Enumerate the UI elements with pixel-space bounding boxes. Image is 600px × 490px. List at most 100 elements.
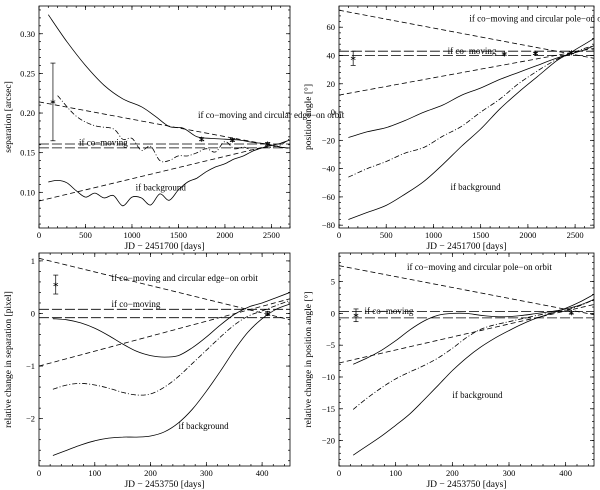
chart-panel-3-series-background-upper xyxy=(52,292,290,358)
chart-panel-3-xlabel: JD − 2453750 [days] xyxy=(124,480,204,490)
chart-panel-1-series-background-lower xyxy=(48,139,290,207)
chart-panel-1-series-circular-orbit-lower xyxy=(39,145,267,202)
chart-panel-4-data-point xyxy=(568,311,574,315)
chart-panel-2-ytick-label: −80 xyxy=(322,220,335,230)
chart-panel-2-series-background-dash-dot xyxy=(348,45,594,178)
chart-panel-1-ytick-label: 0.10 xyxy=(20,187,35,197)
chart-panel-2-ytick-label: 60 xyxy=(327,22,336,32)
chart-panel-4-series-circular-orbit-lower xyxy=(339,304,594,364)
chart-panel-4-xlabel: JD − 2453750 [days] xyxy=(426,480,506,490)
chart-panel-1-ylabel: separation [arcsec] xyxy=(4,81,14,152)
chart-panel-3-series-circular-edge-on-orbit xyxy=(39,257,290,321)
chart-panel-1-ytick-label: 0.15 xyxy=(20,148,35,158)
chart-panel-2-annotation: if co−moving xyxy=(448,46,497,56)
chart-panel-3-annotation: if co−moving xyxy=(112,299,161,309)
chart-panel-3-ytick-label: 0 xyxy=(31,308,35,318)
chart-panel-4-data-point xyxy=(353,313,359,317)
chart-panel-3-series-circular-orbit-lower xyxy=(39,298,290,367)
chart-panel-2-ytick-label: −20 xyxy=(322,135,335,145)
chart-panel-4: 0 100 200 300 400 −20 −15 −10 −5 0 5 JD − 2453750 [… xyxy=(303,252,595,490)
chart-panel-3-xtick-label: 100 xyxy=(88,468,101,478)
chart-panel-1-data-point xyxy=(265,142,271,146)
chart-panel-1-data-point xyxy=(229,138,235,142)
chart-panel-3-ytick-label: 1 xyxy=(31,256,35,266)
chart-panel-1-data-point xyxy=(199,137,205,141)
chart-panel-2-xtick-label: 2000 xyxy=(519,230,536,240)
chart-panel-4-ytick-label: −20 xyxy=(322,436,335,446)
chart-panel-4-annotation: if co−moving and circular pole−on orbit xyxy=(407,262,552,272)
chart-panel-2-data-point xyxy=(501,52,507,56)
chart-panel-1-frame xyxy=(38,5,291,229)
chart-panel-2-xtick-label: 1000 xyxy=(425,230,442,240)
chart-panel-2-data-point xyxy=(350,56,356,60)
chart-panel-1-annotation: if background xyxy=(136,183,187,193)
chart-panel-4-xtick-label: 200 xyxy=(446,468,459,478)
chart-panel-1-xtick-label: 0 xyxy=(37,230,41,240)
chart-panel-4-ytick-label: −10 xyxy=(322,372,335,382)
chart-panel-1-data-point xyxy=(50,100,56,104)
chart-panel-2-ytick-label: 20 xyxy=(327,79,336,89)
chart-panel-3-annotation: if co−moving and circular edge−on orbit xyxy=(112,273,259,283)
chart-panel-2-xtick-label: 1500 xyxy=(472,230,489,240)
chart-panel-1-series-background xyxy=(47,14,290,149)
chart-panel-2-ylabel: position angle [°] xyxy=(303,84,314,150)
chart-panel-3-series-background xyxy=(52,303,290,456)
chart-panel-3-xtick-label: 400 xyxy=(256,468,269,478)
chart-panel-3-annotation: if background xyxy=(178,421,229,431)
chart-panel-1-annotation: if co−moving xyxy=(79,138,128,148)
chart-panel-3: 0 100 200 300 400 −2 −1 0 1 JD − 2453750 [days] re… xyxy=(4,252,291,490)
chart-panel-4-series-background xyxy=(352,293,594,456)
chart-panel-4-xtick-label: 0 xyxy=(337,468,341,478)
chart-panel-1-xtick-label: 500 xyxy=(79,230,92,240)
chart-panel-2-frame xyxy=(338,5,595,229)
chart-panel-1-ytick-label: 0.25 xyxy=(20,68,35,78)
chart-panel-4-annotation: if background xyxy=(452,390,503,400)
chart-panel-4-frame xyxy=(338,252,595,467)
chart-panel-2-xlabel: JD − 2451700 [days] xyxy=(426,242,506,252)
chart-panel-2-xtick-label: 2500 xyxy=(567,230,584,240)
chart-panel-2-ytick-label: −40 xyxy=(322,164,335,174)
chart-panel-1-xtick-label: 1500 xyxy=(170,230,187,240)
chart-panel-2-data-point xyxy=(568,51,574,55)
chart-panel-3-xtick-label: 200 xyxy=(144,468,157,478)
chart-panel-3-xtick-label: 0 xyxy=(37,468,41,478)
chart-panel-3-data-point xyxy=(265,311,271,316)
chart-panel-1-ytick-label: 0.20 xyxy=(20,108,35,118)
chart-panel-2-xtick-label: 500 xyxy=(380,230,393,240)
chart-panel-4-series-background-dash-dot xyxy=(352,299,594,410)
chart-panel-4-annotation: if co−moving xyxy=(365,306,414,316)
chart-panel-2-ytick-label: 40 xyxy=(327,50,336,60)
chart-panel-1-xtick-label: 2500 xyxy=(263,230,280,240)
chart-panel-1-annotation: if co−moving and circular edge−on orbit xyxy=(198,110,345,120)
chart-panel-3-ylabel: relative change in separation [pixel] xyxy=(4,291,14,428)
chart-panel-1-xlabel: JD − 2451700 [days] xyxy=(124,242,204,252)
chart-panel-1-series-background-dash-dot xyxy=(57,95,290,163)
chart-panel-1-xtick-label: 1000 xyxy=(123,230,140,240)
chart-panel-2-ytick-label: −60 xyxy=(322,192,335,202)
chart-panel-4-xtick-label: 300 xyxy=(503,468,516,478)
chart-panel-2-xtick-label: 0 xyxy=(337,230,341,240)
chart-panel-4-ytick-label: 0 xyxy=(331,308,335,318)
chart-panel-2-data-point xyxy=(533,51,538,55)
chart-panel-2-ytick-label: 0 xyxy=(331,107,335,117)
chart-panel-2-series-background xyxy=(348,38,594,220)
chart-panel-4-series-circular-pole-on-orbit xyxy=(339,265,594,316)
chart-panel-4-ytick-label: −5 xyxy=(326,340,335,350)
chart-panel-3-ytick-label: −1 xyxy=(26,361,35,371)
chart-panel-4-xtick-label: 100 xyxy=(389,468,402,478)
chart-panel-2-series-circular-pole-on-orbit xyxy=(339,9,594,59)
chart-panel-1: 0 500 1000 1500 2000 25000.100.150.200.250.30… xyxy=(4,5,345,252)
chart-panel-4-xtick-label: 400 xyxy=(559,468,572,478)
chart-panel-4-ylabel: relative change in position angle [°] xyxy=(303,292,314,428)
chart-panel-4-ytick-label: 5 xyxy=(331,277,335,287)
chart-panel-3-ytick-label: −2 xyxy=(26,414,35,424)
chart-panel-3-series-background-dash-dot xyxy=(52,299,290,396)
chart-panel-4-ytick-label: −15 xyxy=(322,404,335,414)
chart-panel-1-xtick-label: 2000 xyxy=(216,230,233,240)
chart-panel-2: 0 500 1000 1500 2000 2500 −80 −60 −40 −20 0 20 40 60 J… xyxy=(303,5,600,252)
chart-panel-3-data-point xyxy=(53,282,59,287)
chart-panel-3-xtick-label: 300 xyxy=(200,468,213,478)
chart-panel-3-frame xyxy=(38,252,291,467)
chart-panel-2-annotation: if background xyxy=(450,182,501,192)
